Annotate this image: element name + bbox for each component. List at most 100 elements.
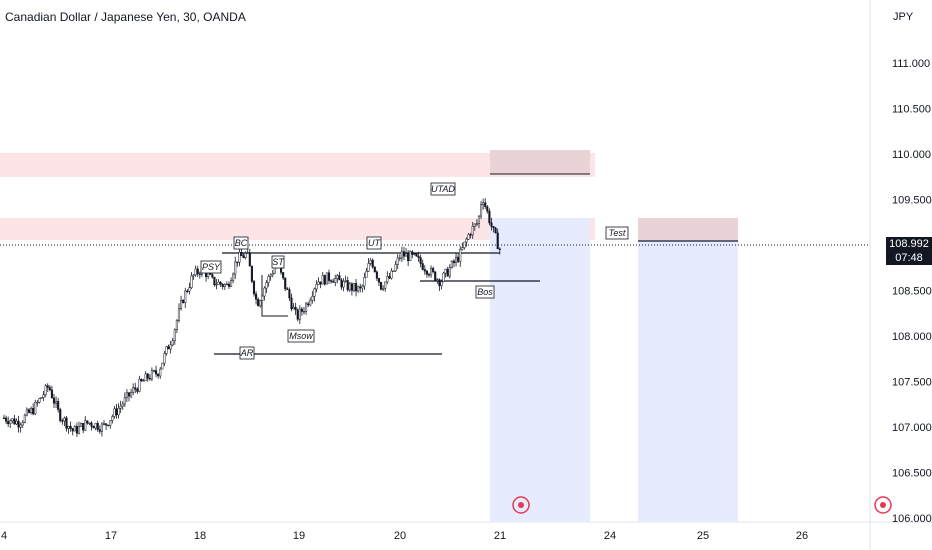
annotation-bos[interactable]: Bos bbox=[475, 285, 495, 299]
candle bbox=[334, 274, 337, 287]
candle bbox=[71, 427, 74, 436]
candle bbox=[446, 266, 449, 277]
candle bbox=[82, 423, 85, 434]
candle bbox=[484, 198, 487, 209]
candle bbox=[425, 269, 428, 278]
projection-zone-2[interactable] bbox=[638, 240, 738, 522]
candle bbox=[357, 285, 360, 293]
annotation-utad-label: UTAD bbox=[431, 184, 455, 194]
candle bbox=[288, 287, 291, 301]
candle bbox=[430, 265, 433, 278]
candle bbox=[94, 422, 97, 431]
candle bbox=[180, 295, 183, 311]
event-marker-edge-icon[interactable] bbox=[874, 496, 892, 514]
y-tick-label: 108.500 bbox=[892, 286, 932, 298]
candle bbox=[175, 319, 178, 334]
candle bbox=[96, 420, 99, 432]
annotation-psy[interactable]: PSY bbox=[200, 260, 222, 274]
candle bbox=[413, 253, 416, 256]
annotation-ar[interactable]: AR bbox=[239, 346, 255, 360]
candle bbox=[63, 416, 66, 427]
y-tick-label: 107.500 bbox=[892, 377, 932, 389]
candle bbox=[230, 277, 233, 288]
candle bbox=[405, 248, 408, 257]
candle bbox=[136, 387, 139, 395]
candle bbox=[386, 271, 389, 285]
candle bbox=[494, 226, 497, 234]
candle bbox=[342, 278, 345, 292]
candle bbox=[438, 278, 441, 291]
candle bbox=[48, 385, 51, 392]
annotation-st[interactable]: ST bbox=[271, 255, 285, 269]
candle bbox=[150, 367, 153, 382]
projection-zone-1-top[interactable] bbox=[490, 150, 590, 174]
y-tick-label: 108.000 bbox=[892, 331, 932, 343]
time-axis[interactable]: 4 17 18 19 20 21 24 25 26 bbox=[1, 530, 808, 542]
candle bbox=[55, 396, 58, 408]
candle bbox=[167, 344, 170, 350]
candle bbox=[125, 389, 128, 402]
candle bbox=[384, 281, 387, 292]
candle bbox=[336, 273, 339, 284]
candle bbox=[59, 407, 62, 423]
candle bbox=[105, 423, 108, 430]
annotation-test-label: Test bbox=[609, 228, 626, 238]
candle bbox=[100, 422, 103, 437]
x-tick-label: 20 bbox=[394, 530, 406, 542]
candle bbox=[423, 265, 426, 275]
candle bbox=[123, 392, 126, 407]
candle bbox=[440, 279, 443, 290]
candle bbox=[107, 424, 110, 427]
candle bbox=[27, 407, 31, 414]
candle bbox=[242, 252, 245, 259]
candle bbox=[417, 251, 420, 262]
candle bbox=[409, 250, 412, 262]
supply-zone-lower[interactable] bbox=[0, 218, 595, 240]
candle bbox=[42, 391, 45, 402]
candle bbox=[248, 248, 251, 267]
countdown-tag: 07:48 bbox=[886, 251, 932, 265]
candle bbox=[305, 301, 308, 315]
candle bbox=[184, 287, 187, 309]
candle bbox=[134, 382, 137, 394]
annotation-utad[interactable]: UTAD bbox=[430, 182, 455, 196]
annotation-bc[interactable]: BC bbox=[233, 236, 249, 250]
candle bbox=[17, 415, 20, 433]
price-axis[interactable]: 111.000110.500110.000109.500109.000108.5… bbox=[892, 58, 932, 525]
event-marker-icon[interactable] bbox=[512, 496, 530, 514]
candle bbox=[388, 272, 391, 280]
candle bbox=[15, 418, 18, 425]
annotation-ut[interactable]: UT bbox=[366, 236, 381, 250]
last-price-tag[interactable]: 108.992 bbox=[886, 237, 932, 251]
projection-zone-2-top[interactable] bbox=[638, 218, 738, 240]
candle bbox=[213, 276, 216, 287]
candle bbox=[40, 397, 43, 399]
candle bbox=[88, 422, 91, 426]
candle bbox=[296, 308, 299, 322]
candle bbox=[80, 422, 83, 427]
candle bbox=[115, 403, 118, 419]
annotation-msow[interactable]: Msow bbox=[287, 329, 315, 343]
candle bbox=[282, 272, 285, 281]
candle bbox=[390, 268, 393, 280]
candle bbox=[84, 416, 87, 431]
candle bbox=[267, 274, 270, 287]
candle bbox=[396, 254, 399, 270]
annotation-ut-label: UT bbox=[368, 238, 381, 248]
candle bbox=[402, 246, 406, 261]
candle bbox=[263, 286, 266, 301]
projection-zone-1[interactable] bbox=[490, 218, 590, 522]
candle bbox=[30, 406, 33, 415]
x-tick-label: 25 bbox=[697, 530, 709, 542]
candle bbox=[132, 383, 135, 396]
candle bbox=[142, 378, 145, 382]
annotation-msow-label: Msow bbox=[289, 331, 313, 341]
candle bbox=[109, 420, 112, 429]
candle bbox=[44, 383, 47, 398]
annotation-test[interactable]: Test bbox=[605, 226, 629, 240]
candle bbox=[450, 260, 453, 269]
candle bbox=[102, 420, 106, 426]
candle bbox=[61, 418, 64, 425]
candle bbox=[465, 237, 468, 247]
